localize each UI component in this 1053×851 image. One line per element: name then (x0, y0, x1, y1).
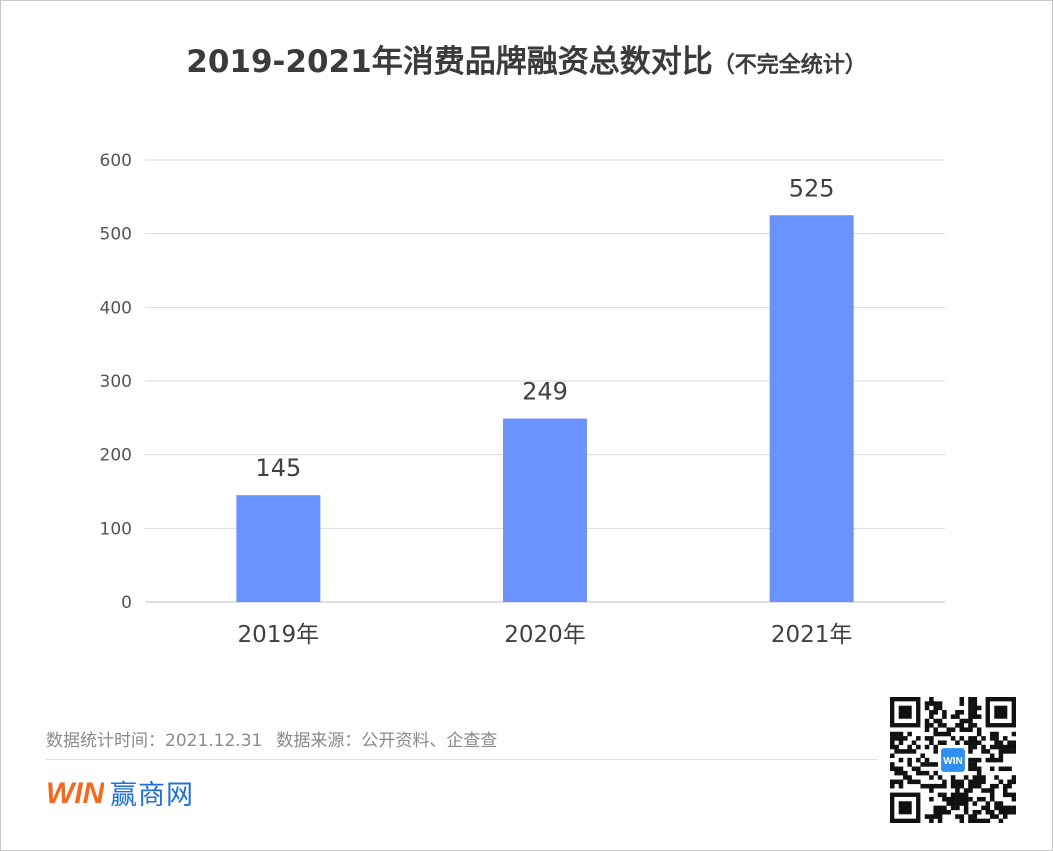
footer-source: 数据统计时间：2021.12.31 数据来源：公开资料、企查查 (46, 726, 497, 751)
chart-title-main: 2019-2021年消费品牌融资总数对比 (186, 44, 713, 80)
chart-title-sub: （不完全统计） (712, 53, 867, 78)
bar (236, 495, 321, 602)
win-logo-text: WIN (46, 777, 104, 807)
y-tick-label: 200 (100, 446, 132, 466)
y-tick-label: 300 (100, 372, 132, 392)
footer-divider (46, 759, 878, 760)
x-tick-label: 2021年 (771, 622, 853, 648)
y-tick-label: 600 (100, 151, 132, 171)
qr-code-icon: WIN (890, 697, 1016, 823)
data-label: 145 (255, 454, 301, 482)
brand-logo: WIN 赢商网 (46, 775, 194, 811)
bar (503, 418, 587, 602)
win-logo-icon: WIN (46, 777, 104, 807)
brand-name: 赢商网 (110, 779, 194, 811)
bar (769, 215, 854, 602)
chart-title: 2019-2021年消费品牌融资总数对比（不完全统计） (0, 36, 1053, 81)
y-tick-label: 500 (100, 225, 132, 245)
data-source-label: 数据来源：公开资料、企查查 (276, 731, 498, 751)
y-tick-label: 0 (121, 593, 132, 613)
stat-time-label: 数据统计时间：2021.12.31 (46, 731, 263, 751)
x-tick-label: 2020年 (504, 622, 586, 648)
bar-chart: 0 100 200 300 400 500 600 145 2019年 249 2020年 525 20… (100, 151, 945, 648)
qr-badge-text: WIN (943, 756, 962, 767)
x-tick-label: 2019年 (238, 622, 320, 648)
y-tick-label: 100 (100, 519, 132, 539)
qr-badge-icon (941, 748, 965, 772)
data-label: 249 (522, 378, 568, 406)
y-tick-label: 400 (100, 298, 132, 318)
data-label: 525 (789, 174, 835, 202)
